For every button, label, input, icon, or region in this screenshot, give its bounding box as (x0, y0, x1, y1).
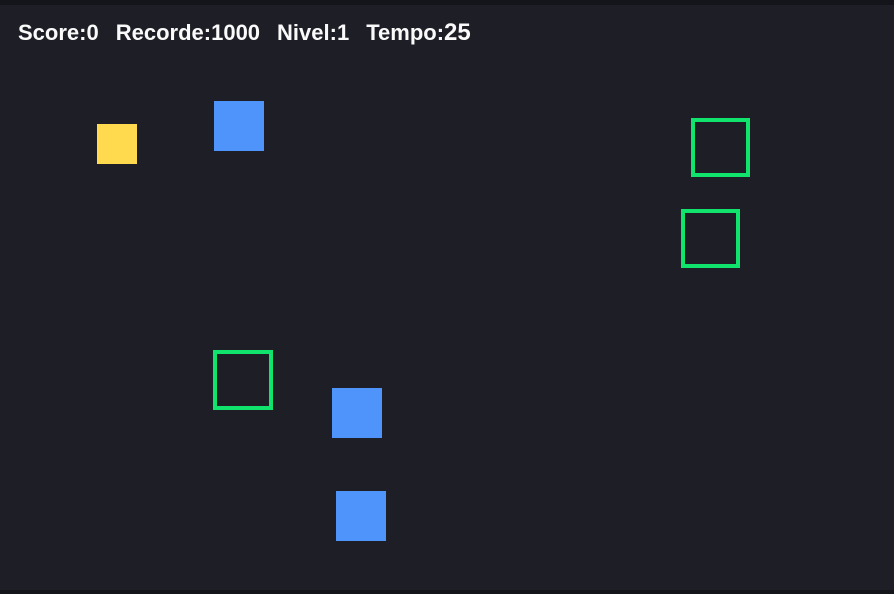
game-canvas[interactable]: Score: 0 Recorde: 1000 Nivel: 1 Tempo: 25 (0, 5, 894, 590)
hud-tempo-value: 25 (444, 19, 471, 46)
hud-nivel-label: Nivel: (277, 20, 337, 45)
target-outline-1[interactable] (691, 118, 750, 177)
hud-score: Score: 0 (18, 21, 99, 44)
blue-block-1[interactable] (214, 101, 264, 151)
target-outline-3[interactable] (213, 350, 273, 410)
hud-recorde: Recorde: 1000 (116, 21, 260, 44)
blue-block-3[interactable] (336, 491, 386, 541)
hud-nivel: Nivel: 1 (277, 21, 349, 44)
yellow-block[interactable] (97, 124, 137, 164)
hud: Score: 0 Recorde: 1000 Nivel: 1 Tempo: 25 (18, 20, 471, 45)
hud-recorde-label: Recorde: (115, 20, 212, 45)
hud-score-value: 0 (86, 20, 99, 45)
hud-score-label: Score: (18, 20, 87, 45)
hud-tempo: Tempo: 25 (366, 20, 471, 45)
hud-tempo-label: Tempo: (366, 20, 445, 45)
blue-block-2[interactable] (332, 388, 382, 438)
hud-nivel-value: 1 (336, 20, 350, 45)
target-outline-2[interactable] (681, 209, 740, 268)
hud-recorde-value: 1000 (211, 20, 261, 45)
